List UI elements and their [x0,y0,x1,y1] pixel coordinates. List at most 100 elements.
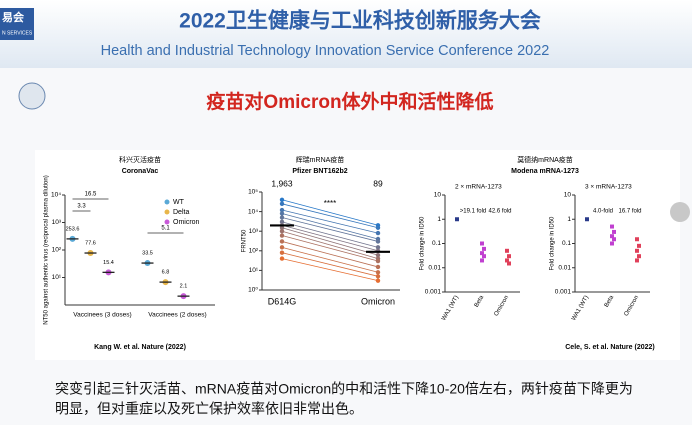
y-tick-label: 10⁰ [248,287,258,294]
y-tick-label: 10² [249,248,259,255]
fold-annotation: 16.7 fold [618,209,641,215]
pair-line [281,235,379,262]
y-axis-label: FRNT50 [242,229,248,252]
fold-annotation: >19.1 fold [460,209,487,215]
point [480,258,484,263]
y-tick-label: 10¹ [52,274,62,281]
y-axis-label: Fold change in ID50 [420,216,426,270]
pair-point [279,197,285,202]
pair-line [281,213,379,240]
pair-point [279,239,285,244]
y-tick-label: 10 [564,192,572,199]
fold-label: 3.3 [77,204,86,210]
value-label: 6.8 [162,270,170,276]
y-tick-label: 0.01 [428,264,441,271]
panel-title: 科兴灭活疫苗 [119,155,161,164]
pair-point [279,250,285,255]
header-subtitle: Health and Industrial Technology Innovat… [101,43,550,59]
panel-title: 莫德纳mRNA疫苗 [517,155,573,164]
y-tick-label: 1 [437,216,441,223]
body-text: 突变引起三针灭活苗、mRNA疫苗对Omicron的中和活性下降10-20倍左右，… [55,381,633,397]
panel-title: 辉瑞mRNA疫苗 [296,155,345,164]
y-tick-label: 0.01 [558,264,571,271]
mean-label: 89 [373,178,383,188]
point [637,243,641,248]
pair-line [281,203,379,229]
point [610,234,614,239]
pair-point [375,258,381,264]
x-tick-label: Beta [604,294,616,308]
source: Cele, S. et al. Nature (2022) [565,344,654,351]
pair-point [279,207,285,213]
pair-point [375,245,381,250]
pair-line [281,230,379,259]
y-tick-label: 10² [52,247,62,254]
header-bg [0,0,692,68]
pair-line [281,241,379,268]
legend-label: WT [173,199,185,206]
value-label: 77.6 [85,240,96,246]
legend-marker [164,199,170,205]
point [482,254,486,259]
pair-point [279,211,285,216]
legend-marker [164,219,170,225]
point [507,261,511,266]
y-tick-label: 10⁴ [248,208,258,215]
point [635,248,639,253]
point [507,254,511,259]
logo-text: 易会 [2,10,25,24]
pair-point [375,230,381,236]
body-text: 明显，但对重症以及死亡保护效率依旧非常出色。 [55,401,363,417]
x-tick-label: Beta [474,294,486,308]
scroll-button[interactable] [670,202,690,222]
panel-subtitle: CoronaVac [122,168,159,175]
point [635,237,639,242]
x-tick-label: Vaccinees (3 doses) [73,312,131,319]
pair-point [279,219,285,225]
y-tick-label: 0.1 [562,240,571,247]
point [635,258,639,263]
point [480,251,484,256]
subplot-title: 3 × mRNA-1273 [585,184,632,191]
panel-subtitle: Modena mRNA-1273 [511,168,579,175]
logo-sub: N SERVICES [2,30,33,36]
y-tick-label: 10⁴ [51,192,61,199]
y-axis-label: NT50 against authentic virus (reciprocal… [44,175,50,324]
y-tick-label: 10⁵ [248,189,258,196]
pair-point [279,229,285,234]
point [482,246,486,251]
y-tick-label: 10 [434,192,442,199]
pair-point [375,278,381,283]
fold-annotation: 4.0-fold [593,209,613,215]
pair-point [279,245,285,250]
pair-point [375,274,381,279]
header-title: 2022卫生健康与工业科技创新服务大会 [179,9,541,33]
pair-point [375,264,381,270]
pair-point [279,256,285,261]
pair-line [281,224,379,252]
point [610,224,614,229]
x-tick-label: Vaccinees (2 doses) [148,312,206,319]
pair-line [281,227,379,256]
legend-marker [164,209,170,215]
emblem [18,82,46,110]
pair-point [279,225,285,230]
slide-title: 疫苗对Omicron体外中和活性降低 [206,90,493,113]
point [585,217,589,222]
fold-label: 16.5 [85,192,97,198]
pair-line [281,252,379,277]
value-label: 253.6 [66,226,80,232]
point [455,217,459,222]
legend-label: Omicron [173,219,200,226]
mean-label: 1,963 [271,178,293,188]
legend-label: Delta [173,209,189,216]
point [637,254,641,259]
pair-line [281,209,379,234]
point [505,248,509,253]
y-axis-label: Fold change in ID50 [550,216,556,270]
value-label: 15.4 [103,260,114,266]
pair-line [281,217,379,242]
point [505,258,509,263]
pair-line [281,246,379,273]
